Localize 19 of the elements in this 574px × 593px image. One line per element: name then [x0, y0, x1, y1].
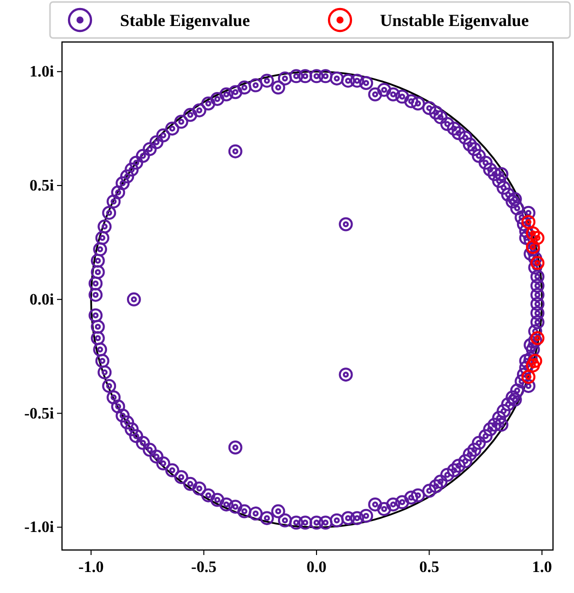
y-tick-label: -1.0i	[24, 519, 55, 536]
point	[521, 214, 536, 229]
y-tick-label: 0.5i	[30, 178, 55, 195]
legend-label: Unstable Eigenvalue	[380, 11, 530, 30]
point	[526, 226, 540, 240]
point	[526, 358, 540, 372]
x-tick-label: 0.0	[306, 559, 327, 576]
y-tick-label: 0.0i	[30, 291, 55, 308]
y-tick-label: -0.5i	[24, 405, 55, 422]
x-tick-label: -0.5	[191, 559, 216, 576]
legend-label: Stable Eigenvalue	[120, 11, 250, 30]
point	[530, 256, 544, 270]
point	[521, 370, 536, 384]
x-tick-label: 1.0	[532, 559, 552, 576]
x-tick-label: -1.0	[78, 559, 104, 576]
y-tick-label: 1.0i	[30, 64, 55, 81]
point	[530, 230, 544, 245]
point	[528, 354, 542, 368]
x-tick-label: 0.5	[419, 559, 440, 576]
